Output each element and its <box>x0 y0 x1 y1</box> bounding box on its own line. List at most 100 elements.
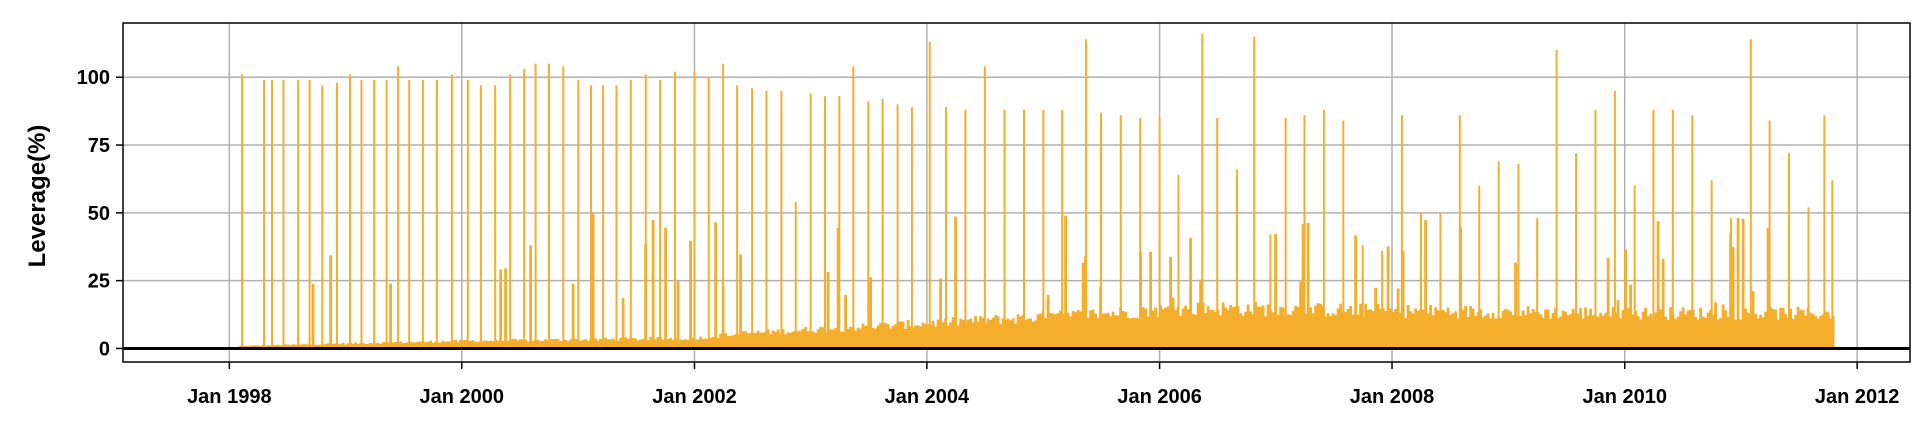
bar-baseline-384 <box>1199 279 1202 349</box>
bar-baseline-615 <box>1776 319 1780 349</box>
bar-baseline-319 <box>1036 314 1040 349</box>
bar-baseline-100 <box>489 340 492 349</box>
bar-baseline-631 <box>1816 318 1820 349</box>
bar-baseline-204 <box>749 332 752 349</box>
bar-baseline-134 <box>574 338 577 349</box>
bar-spike-84 <box>1594 109 1597 349</box>
bar-baseline-322 <box>1044 318 1047 349</box>
bar-spike-54 <box>1022 109 1025 349</box>
bar-baseline-436 <box>1329 316 1332 349</box>
bar-baseline-239 <box>836 227 840 349</box>
bar-baseline-83 <box>446 341 450 349</box>
bar-spike-67 <box>1269 234 1272 349</box>
bar-spike-39 <box>780 90 783 349</box>
bar-baseline-584 <box>1699 307 1702 349</box>
bar-baseline-429 <box>1311 313 1315 349</box>
bar-spike-87 <box>1652 109 1655 349</box>
bar-spike-55 <box>1042 109 1045 349</box>
bar-baseline-295 <box>976 321 980 349</box>
bar-spike-57 <box>1085 39 1088 349</box>
bar-baseline-288 <box>959 318 962 349</box>
bar-baseline-367 <box>1156 316 1160 349</box>
bar-baseline-395 <box>1226 310 1230 349</box>
bar-baseline-620 <box>1789 308 1792 349</box>
bar-spike-15 <box>435 79 438 349</box>
bar-spike-80 <box>1517 164 1520 349</box>
bar-baseline-516 <box>1529 313 1532 349</box>
bar-baseline-512 <box>1519 315 1522 349</box>
bar-spike-73 <box>1381 250 1384 349</box>
y-axis-title: Leverage(%) <box>24 125 51 268</box>
bar-baseline-310 <box>1014 323 1017 349</box>
bar-baseline-495 <box>1476 312 1480 349</box>
bar-spike-53 <box>1003 109 1006 349</box>
bar-baseline-300 <box>989 319 992 349</box>
bar-baseline-30 <box>314 344 317 349</box>
bar-baseline-408 <box>1259 306 1262 349</box>
bar-baseline-632 <box>1819 315 1822 349</box>
bar-baseline-160 <box>639 339 642 349</box>
bar-baseline-34 <box>324 344 327 349</box>
bar-baseline-105 <box>501 340 505 349</box>
bar-baseline-509 <box>1511 315 1515 349</box>
bar-baseline-26 <box>304 344 307 349</box>
bar-baseline-260 <box>889 328 892 349</box>
bar-baseline-347 <box>1106 312 1110 349</box>
bar-baseline-237 <box>831 329 835 349</box>
bar-baseline-374 <box>1174 310 1177 349</box>
bar-baseline-294 <box>974 315 977 349</box>
bar-baseline-68 <box>409 341 412 349</box>
bar-baseline-342 <box>1094 313 1097 349</box>
bar-baseline-602 <box>1744 308 1747 349</box>
bar-baseline-592 <box>1719 317 1722 349</box>
bar-baseline-184 <box>699 336 702 349</box>
bar-baseline-426 <box>1304 313 1307 349</box>
bar-baseline-447 <box>1356 314 1360 349</box>
bar-baseline-166 <box>654 339 657 349</box>
bar-baseline-537 <box>1581 318 1585 349</box>
bar-baseline-386 <box>1204 312 1207 349</box>
bar-baseline-350 <box>1114 315 1117 349</box>
bar-baseline-541 <box>1591 315 1595 349</box>
bar-baseline-226 <box>804 327 807 349</box>
bar-baseline-554 <box>1624 249 1627 349</box>
bar-baseline-477 <box>1431 315 1435 349</box>
bar-baseline-201 <box>741 331 745 349</box>
bar-baseline-420 <box>1289 315 1292 349</box>
bar-baseline-543 <box>1596 316 1600 349</box>
bar-baseline-278 <box>934 326 937 349</box>
bar-baseline-475 <box>1426 313 1430 349</box>
y-tick-label-2: 50 <box>88 203 110 225</box>
bar-baseline-569 <box>1661 258 1665 349</box>
bar-spike-23 <box>547 63 550 349</box>
bar-baseline-178 <box>684 339 687 349</box>
bar-baseline-220 <box>789 332 792 349</box>
bar-baseline-621 <box>1791 318 1795 349</box>
bar-baseline-571 <box>1666 319 1670 349</box>
bar-baseline-122 <box>544 339 547 349</box>
bar-baseline-225 <box>801 329 805 349</box>
bar-baseline-169 <box>661 339 665 349</box>
bar-baseline-189 <box>711 336 715 349</box>
bar-baseline-635 <box>1826 312 1830 349</box>
bar-baseline-246 <box>854 330 857 349</box>
bar-baseline-279 <box>936 319 940 349</box>
bar-baseline-262 <box>894 324 897 349</box>
bar-baseline-575 <box>1676 316 1680 349</box>
bar-baseline-378 <box>1184 305 1187 349</box>
bar-spike-76 <box>1439 212 1442 349</box>
bar-baseline-202 <box>744 331 747 349</box>
bar-baseline-273 <box>921 322 925 349</box>
bar-baseline-358 <box>1134 317 1137 349</box>
bar-baseline-5 <box>251 345 255 349</box>
bar-baseline-455 <box>1376 303 1380 349</box>
bar-spike-82 <box>1555 50 1558 349</box>
bar-baseline-291 <box>966 319 970 349</box>
bar-baseline-147 <box>606 339 610 349</box>
bar-baseline-196 <box>729 335 732 349</box>
bar-baseline-142 <box>594 338 597 349</box>
bar-baseline-415 <box>1276 314 1280 349</box>
bar-baseline-437 <box>1331 313 1335 349</box>
bar-spike-14 <box>421 79 424 349</box>
bar-baseline-528 <box>1559 316 1562 349</box>
